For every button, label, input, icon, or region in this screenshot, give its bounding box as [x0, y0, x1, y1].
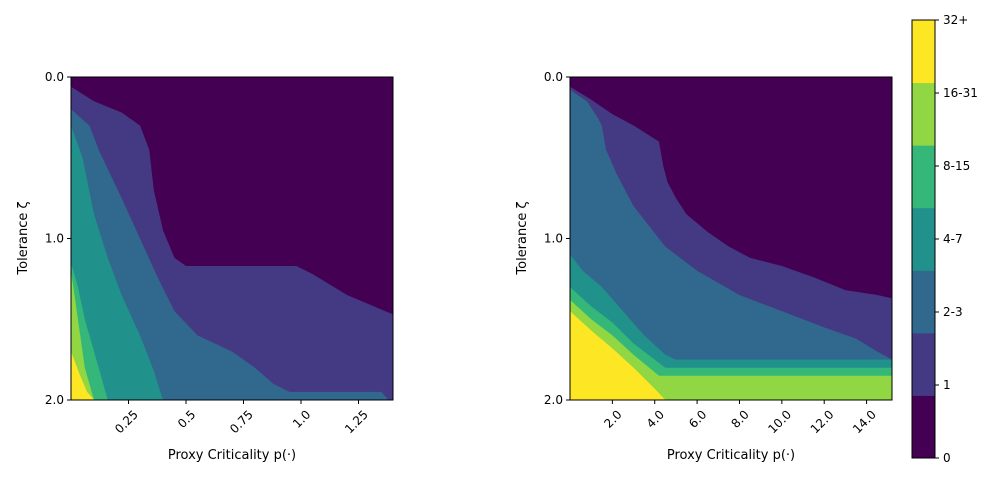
region-level-32+	[570, 311, 666, 400]
region-level-4-7	[71, 125, 163, 400]
colorbar-tick-label: 8-15	[943, 159, 970, 173]
colorbar-swatch-0	[912, 395, 935, 459]
heatmap-right: 2.0 4.0 6.0 8.0 10.0 12.0 14.0 0.0 1.0 2.0 Proxy…	[515, 70, 893, 463]
x-tick-label: 10.0	[765, 407, 794, 436]
colorbar-swatch-32+	[912, 20, 935, 84]
colorbar-swatch-1	[912, 332, 935, 396]
colorbar-swatches	[912, 20, 935, 459]
heatmap-left-x-label: Proxy Criticality p(·)	[168, 448, 296, 463]
colorbar-swatch-16-31	[912, 82, 935, 146]
x-tick-label: 14.0	[850, 407, 879, 436]
heatmap-right-y-label: Tolerance ζ	[515, 201, 530, 275]
colorbar-tick-label: 2-3	[943, 305, 963, 319]
region-level-2-3	[570, 89, 892, 400]
heatmap-left: 0.25 0.5 0.75 1.0 1.25 0.0 1.0 2.0 Proxy Criti…	[16, 70, 394, 463]
x-tick-label: 0.75	[227, 407, 256, 436]
x-tick-label: 4.0	[644, 407, 667, 430]
colorbar-tick-label: 16-31	[943, 86, 978, 100]
region-level-32+	[71, 351, 94, 400]
y-tick-label: 0.0	[45, 70, 64, 84]
heatmap-left-y-label: Tolerance ζ	[16, 201, 31, 275]
y-tick-label: 2.0	[544, 393, 563, 407]
y-tick-label: 1.0	[45, 232, 64, 246]
x-tick-label: 0.5	[175, 407, 198, 430]
colorbar-tick-label: 4-7	[943, 232, 963, 246]
colorbar-swatch-4-7	[912, 207, 935, 271]
heatmap-right-x-label: Proxy Criticality p(·)	[667, 448, 795, 463]
heatmap-left-y-ticks: 0.0 1.0 2.0	[45, 70, 71, 407]
colorbar-swatch-2-3	[912, 270, 935, 334]
heatmap-right-regions	[570, 77, 892, 400]
heatmap-right-y-ticks: 0.0 1.0 2.0	[544, 70, 570, 407]
y-tick-label: 1.0	[544, 232, 563, 246]
x-tick-label: 0.25	[112, 407, 141, 436]
heatmap-left-regions	[71, 77, 393, 400]
colorbar-swatch-8-15	[912, 145, 935, 209]
region-level-2-3	[71, 109, 389, 400]
colorbar-tick-label: 32+	[943, 13, 968, 27]
x-tick-label: 2.0	[601, 407, 624, 430]
x-tick-label: 1.0	[290, 407, 313, 430]
colorbar-tick-label: 0	[943, 451, 951, 465]
heatmap-right-x-ticks: 2.0 4.0 6.0 8.0 10.0 12.0 14.0	[601, 400, 879, 436]
heatmap-left-x-ticks: 0.25 0.5 0.75 1.0 1.25	[112, 400, 371, 436]
x-tick-label: 12.0	[808, 407, 837, 436]
x-tick-label: 8.0	[728, 407, 751, 430]
x-tick-label: 1.25	[342, 407, 371, 436]
colorbar-tick-label: 1	[943, 378, 951, 392]
region-level-16-31	[570, 299, 892, 400]
y-tick-label: 0.0	[544, 70, 563, 84]
y-tick-label: 2.0	[45, 393, 64, 407]
colorbar: 0 1 2-3 4-7 8-15 16-31 32+	[911, 13, 978, 465]
colorbar-ticks: 0 1 2-3 4-7 8-15 16-31 32+	[935, 13, 978, 465]
x-tick-label: 6.0	[686, 407, 709, 430]
